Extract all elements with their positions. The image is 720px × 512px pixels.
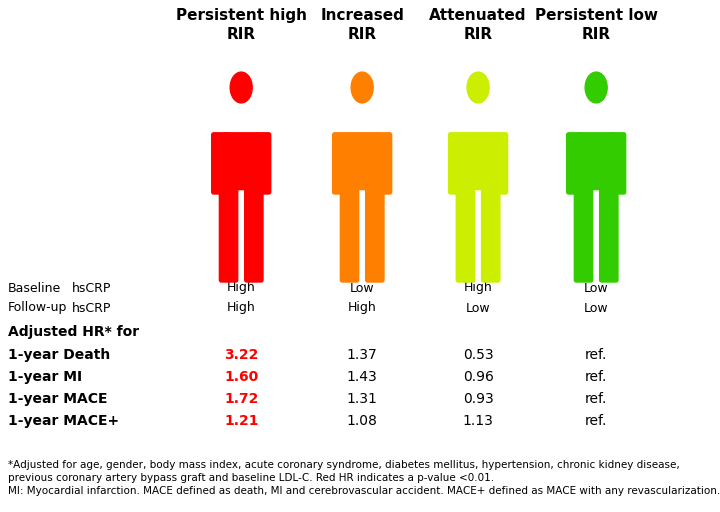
- FancyBboxPatch shape: [456, 186, 474, 282]
- Text: 1.72: 1.72: [224, 392, 258, 406]
- Text: hsCRP: hsCRP: [72, 302, 112, 314]
- FancyBboxPatch shape: [220, 186, 238, 282]
- Text: Low: Low: [466, 302, 490, 314]
- Text: 0.93: 0.93: [463, 392, 493, 406]
- FancyBboxPatch shape: [461, 133, 495, 189]
- Text: 1-year MACE: 1-year MACE: [8, 392, 107, 406]
- Text: 1.60: 1.60: [224, 370, 258, 384]
- FancyBboxPatch shape: [255, 133, 271, 194]
- FancyBboxPatch shape: [575, 186, 593, 282]
- Text: ref.: ref.: [585, 414, 608, 428]
- Text: 1-year Death: 1-year Death: [8, 348, 110, 362]
- Text: *Adjusted for age, gender, body mass index, acute coronary syndrome, diabetes me: *Adjusted for age, gender, body mass ind…: [8, 460, 680, 470]
- Ellipse shape: [585, 72, 607, 103]
- Text: MI: Myocardial infarction. MACE defined as death, MI and cerebrovascular acciden: MI: Myocardial infarction. MACE defined …: [8, 486, 720, 496]
- FancyBboxPatch shape: [376, 133, 392, 194]
- Text: Persistent low
RIR: Persistent low RIR: [535, 8, 657, 41]
- FancyBboxPatch shape: [345, 133, 379, 189]
- FancyBboxPatch shape: [212, 133, 228, 194]
- FancyBboxPatch shape: [341, 186, 359, 282]
- Text: High: High: [464, 282, 492, 294]
- Text: High: High: [227, 282, 256, 294]
- Text: 1.13: 1.13: [463, 414, 493, 428]
- Text: 0.96: 0.96: [463, 370, 493, 384]
- Text: Low: Low: [584, 282, 608, 294]
- FancyBboxPatch shape: [245, 186, 263, 282]
- FancyBboxPatch shape: [482, 186, 500, 282]
- Text: 0.53: 0.53: [463, 348, 493, 362]
- Text: Low: Low: [350, 282, 374, 294]
- Text: ref.: ref.: [585, 348, 608, 362]
- Text: previous coronary artery bypass graft and baseline LDL-C. Red HR indicates a p-v: previous coronary artery bypass graft an…: [8, 473, 494, 483]
- Text: 1.31: 1.31: [347, 392, 377, 406]
- FancyBboxPatch shape: [600, 186, 618, 282]
- FancyBboxPatch shape: [449, 133, 464, 194]
- Text: Persistent high
RIR: Persistent high RIR: [176, 8, 307, 41]
- FancyBboxPatch shape: [224, 133, 258, 189]
- Ellipse shape: [351, 72, 373, 103]
- Text: Attenuated
RIR: Attenuated RIR: [429, 8, 527, 41]
- Text: 1.08: 1.08: [347, 414, 377, 428]
- Text: 1.21: 1.21: [224, 414, 258, 428]
- Text: Increased
RIR: Increased RIR: [320, 8, 404, 41]
- Text: 1-year MI: 1-year MI: [8, 370, 82, 384]
- Ellipse shape: [467, 72, 489, 103]
- FancyBboxPatch shape: [567, 133, 582, 194]
- Text: Baseline: Baseline: [8, 282, 61, 294]
- Text: Adjusted HR* for: Adjusted HR* for: [8, 325, 139, 339]
- Text: hsCRP: hsCRP: [72, 282, 112, 294]
- Text: High: High: [348, 302, 377, 314]
- FancyBboxPatch shape: [492, 133, 508, 194]
- FancyBboxPatch shape: [610, 133, 626, 194]
- Ellipse shape: [230, 72, 252, 103]
- Text: 1.37: 1.37: [347, 348, 377, 362]
- Text: 1-year MACE+: 1-year MACE+: [8, 414, 119, 428]
- Text: Low: Low: [584, 302, 608, 314]
- Text: High: High: [227, 302, 256, 314]
- Text: 1.43: 1.43: [347, 370, 377, 384]
- FancyBboxPatch shape: [333, 133, 348, 194]
- Text: Follow-up: Follow-up: [8, 302, 68, 314]
- Text: 3.22: 3.22: [224, 348, 258, 362]
- Text: ref.: ref.: [585, 392, 608, 406]
- FancyBboxPatch shape: [579, 133, 613, 189]
- FancyBboxPatch shape: [366, 186, 384, 282]
- Text: ref.: ref.: [585, 370, 608, 384]
